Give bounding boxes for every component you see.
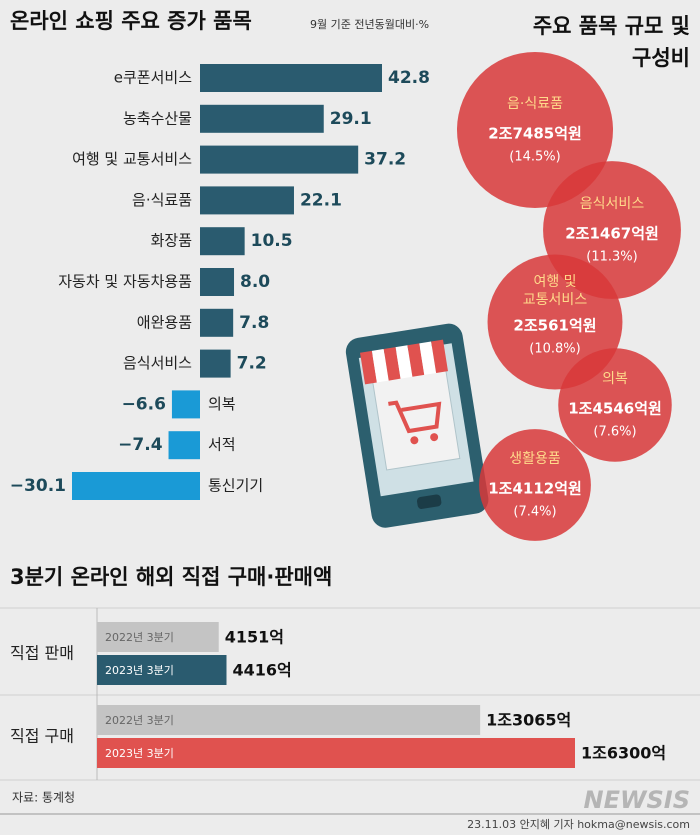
- bubble-share: (7.6%): [593, 425, 636, 440]
- series-label: 2022년 3분기: [105, 714, 174, 727]
- chart-title: 3분기 온라인 해외 직접 구매·판매액: [10, 565, 332, 589]
- bubble-share: (7.4%): [513, 505, 556, 520]
- bar: [171, 390, 200, 419]
- bubble-value: 1조4546억원: [568, 400, 662, 418]
- value-label: 22.1: [300, 190, 342, 210]
- bubble-share: (11.3%): [586, 250, 637, 265]
- value-label: 1조3065억: [486, 711, 571, 730]
- series-label: 2023년 3분기: [105, 747, 174, 760]
- category-label: 통신기기: [208, 477, 263, 495]
- category-label: 여행 및 교통서비스: [72, 150, 192, 168]
- bubble-value: 2조1467억원: [565, 225, 659, 243]
- bar: [72, 472, 200, 500]
- category-label: 농축수산물: [123, 109, 192, 127]
- value-label: 10.5: [251, 231, 293, 251]
- bar: [97, 622, 219, 652]
- category-label: 애완용품: [137, 313, 192, 331]
- category-label: e쿠폰서비스: [114, 69, 192, 87]
- bar: [200, 64, 382, 92]
- bar: [97, 705, 481, 735]
- chart-title: 온라인 쇼핑 주요 증가 품목: [10, 9, 252, 33]
- bubble: [479, 429, 591, 541]
- bubble-value: 2조561억원: [513, 317, 596, 335]
- chart-subtitle: 9월 기준 전년동월대비·%: [310, 18, 429, 31]
- series-label: 2022년 3분기: [105, 631, 174, 644]
- category-label: 직접 구매: [10, 727, 74, 746]
- value-label: 4416억: [232, 661, 291, 680]
- bar: [200, 104, 324, 133]
- bar: [97, 655, 227, 685]
- bar: [200, 349, 231, 378]
- value-label: 8.0: [240, 272, 270, 292]
- bubble-name: 음·식료품: [507, 96, 563, 112]
- value-label: 7.2: [237, 354, 267, 374]
- phone-illustration: [345, 323, 489, 528]
- value-label: 7.8: [239, 313, 269, 333]
- bar: [200, 268, 235, 296]
- bar: [200, 308, 234, 337]
- bubble: [457, 52, 613, 208]
- bubble-name: 음식서비스: [580, 196, 645, 212]
- bar: [97, 738, 575, 768]
- value-label: 29.1: [330, 109, 372, 129]
- value-label: 42.8: [388, 68, 430, 88]
- category-label: 서적: [208, 436, 236, 454]
- bar: [200, 227, 245, 256]
- value-label: −30.1: [10, 476, 66, 496]
- logo: NEWSIS: [584, 786, 690, 814]
- value-label: 1조6300억: [581, 744, 666, 763]
- bar: [200, 145, 359, 174]
- value-label: 37.2: [364, 150, 406, 170]
- bubble-value: 1조4112억원: [488, 480, 582, 498]
- bubble-value: 2조7485억원: [488, 125, 582, 143]
- bubble-name: 여행 및 교통서비스: [523, 274, 588, 308]
- bubble-share: (10.8%): [529, 342, 580, 357]
- bubble: [558, 348, 672, 462]
- bubble-name: 의복: [602, 371, 628, 387]
- bar: [168, 431, 200, 460]
- source: 자료: 통계청: [12, 791, 75, 805]
- series-label: 2023년 3분기: [105, 664, 174, 677]
- bar: [200, 186, 294, 215]
- category-label: 의복: [208, 395, 236, 413]
- category-label: 자동차 및 자동차용품: [58, 273, 192, 291]
- value-label: −6.6: [122, 394, 166, 414]
- bubble-name: 생활용품: [509, 451, 561, 467]
- credit: 23.11.03 안지혜 기자 hokma@newsis.com: [467, 818, 690, 831]
- category-label: 직접 판매: [10, 644, 74, 663]
- category-label: 음·식료품: [132, 191, 192, 209]
- bubble-share: (14.5%): [509, 150, 560, 165]
- value-label: 4151억: [225, 628, 284, 647]
- bubble-chart-title: 주요 품목 규모 및 구성비: [532, 14, 690, 70]
- category-label: 화장품: [151, 232, 192, 250]
- value-label: −7.4: [118, 435, 163, 455]
- category-label: 음식서비스: [123, 354, 192, 372]
